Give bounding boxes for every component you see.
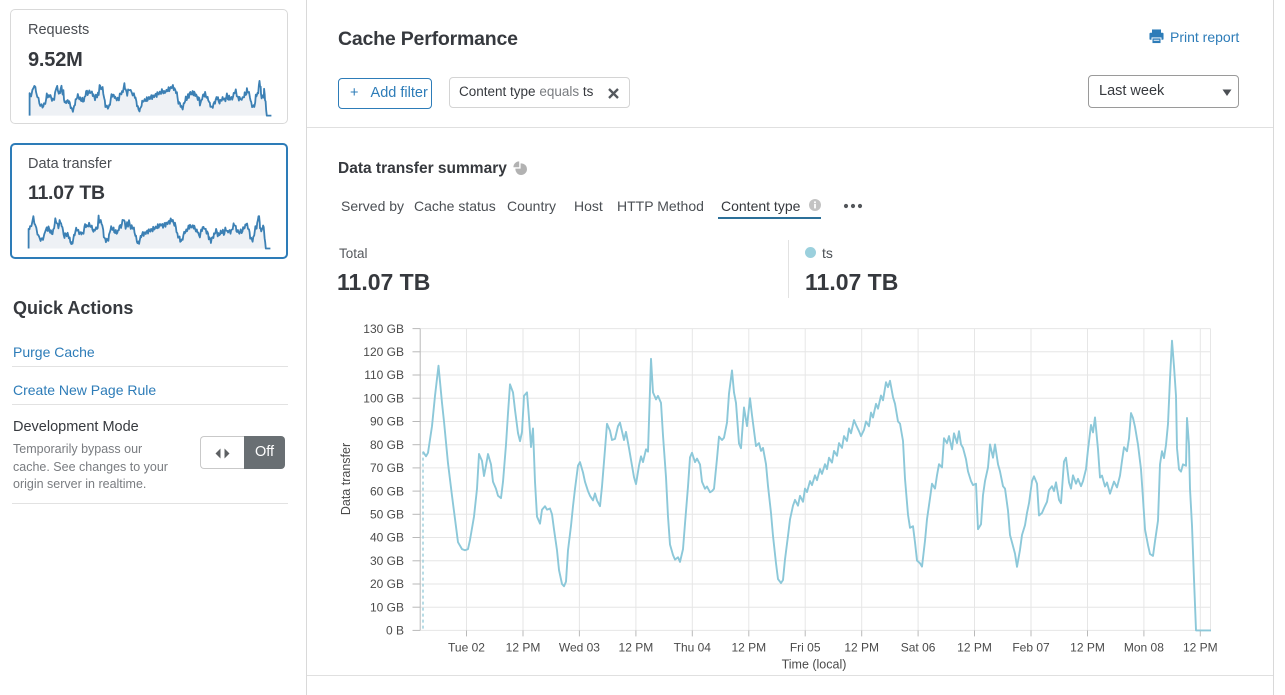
svg-text:Data transfer: Data transfer — [339, 443, 353, 515]
svg-text:12 PM: 12 PM — [1183, 641, 1218, 655]
svg-text:40 GB: 40 GB — [370, 531, 404, 545]
svg-text:90 GB: 90 GB — [370, 415, 404, 429]
svg-text:Sat 06: Sat 06 — [901, 641, 936, 655]
svg-text:120 GB: 120 GB — [363, 345, 404, 359]
svg-text:Fri 05: Fri 05 — [790, 641, 821, 655]
svg-text:10 GB: 10 GB — [370, 600, 404, 614]
svg-text:12 PM: 12 PM — [957, 641, 992, 655]
svg-text:Wed 03: Wed 03 — [559, 641, 600, 655]
svg-text:12 PM: 12 PM — [619, 641, 654, 655]
svg-text:30 GB: 30 GB — [370, 554, 404, 568]
svg-text:110 GB: 110 GB — [364, 368, 404, 382]
svg-text:60 GB: 60 GB — [370, 484, 404, 498]
svg-text:70 GB: 70 GB — [370, 461, 404, 475]
svg-text:Mon 08: Mon 08 — [1124, 641, 1164, 655]
svg-text:100 GB: 100 GB — [363, 391, 404, 405]
svg-text:12 PM: 12 PM — [844, 641, 879, 655]
svg-text:0 B: 0 B — [386, 624, 404, 638]
svg-text:12 PM: 12 PM — [731, 641, 766, 655]
svg-text:20 GB: 20 GB — [370, 577, 404, 591]
svg-text:130 GB: 130 GB — [363, 322, 404, 336]
svg-text:Feb 07: Feb 07 — [1012, 641, 1050, 655]
svg-text:50 GB: 50 GB — [370, 508, 404, 522]
svg-text:Time (local): Time (local) — [782, 658, 847, 672]
svg-text:12 PM: 12 PM — [506, 641, 541, 655]
svg-text:Tue 02: Tue 02 — [448, 641, 485, 655]
svg-text:80 GB: 80 GB — [370, 438, 404, 452]
svg-text:Thu 04: Thu 04 — [674, 641, 712, 655]
svg-text:12 PM: 12 PM — [1070, 641, 1105, 655]
